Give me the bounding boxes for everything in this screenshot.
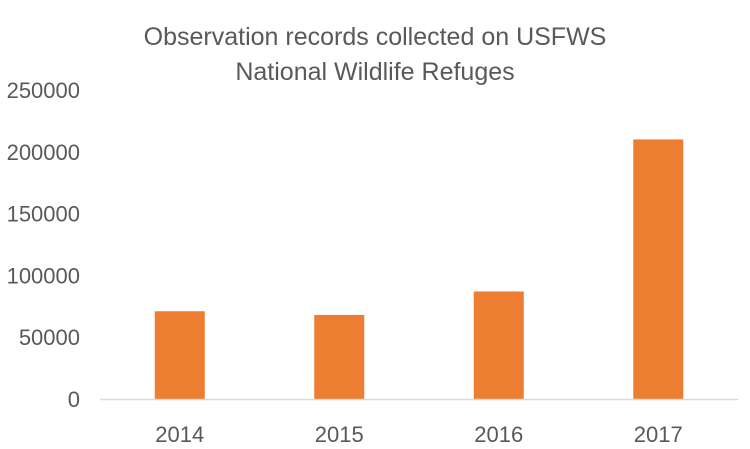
y-tick-label: 200000 [7, 140, 80, 165]
x-tick-label: 2014 [155, 422, 204, 447]
bar-series [154, 139, 684, 399]
x-tick-label: 2015 [315, 422, 364, 447]
chart-title-line-2: National Wildlife Refuges [235, 58, 514, 86]
bar-2014 [154, 311, 205, 399]
y-axis-tick-labels: 250000 200000 150000 100000 50000 0 [7, 78, 80, 412]
y-tick-label: 0 [68, 387, 80, 412]
y-tick-label: 100000 [7, 263, 80, 288]
bar-2016 [473, 291, 524, 399]
x-tick-label: 2017 [634, 422, 683, 447]
y-tick-label: 150000 [7, 202, 80, 227]
x-axis-tick-labels: 2014 2015 2016 2017 [155, 422, 682, 447]
chart-title: Observation records collected on USFWS N… [144, 23, 607, 86]
bar-2017 [633, 139, 684, 399]
y-tick-label: 50000 [19, 325, 80, 350]
bar-2015 [314, 314, 365, 399]
chart-title-line-1: Observation records collected on USFWS [144, 23, 607, 51]
y-tick-label: 250000 [7, 78, 80, 103]
x-tick-label: 2016 [474, 422, 523, 447]
